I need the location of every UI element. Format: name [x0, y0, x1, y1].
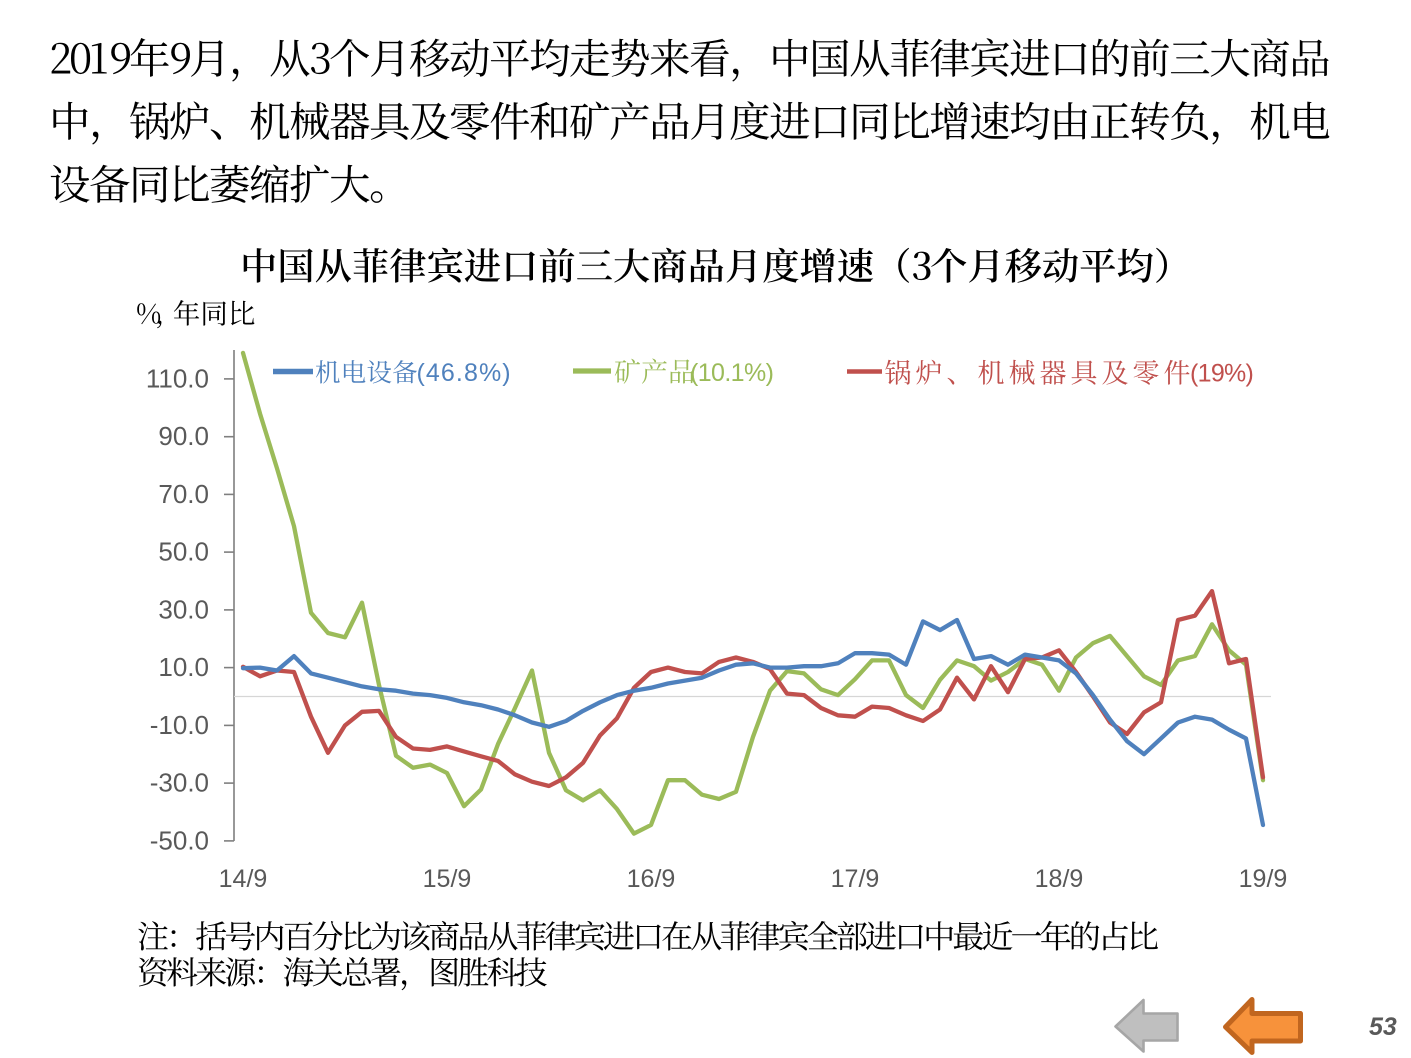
svg-text:90.0: 90.0 [158, 421, 209, 451]
svg-text:(46.8%): (46.8%) [417, 359, 512, 387]
svg-text:50.0: 50.0 [158, 537, 209, 567]
svg-text:(10.1%): (10.1%) [690, 359, 773, 387]
svg-text:18/9: 18/9 [1035, 865, 1084, 893]
svg-text:15/9: 15/9 [423, 865, 472, 893]
svg-text:70.0: 70.0 [158, 479, 209, 509]
svg-text:(19%): (19%) [1190, 360, 1253, 388]
svg-text:30.0: 30.0 [158, 594, 209, 624]
svg-text:19/9: 19/9 [1239, 865, 1288, 893]
svg-text:53: 53 [1369, 1013, 1397, 1041]
svg-text:16/9: 16/9 [627, 865, 676, 893]
svg-text:17/9: 17/9 [831, 865, 880, 893]
svg-text:110.0: 110.0 [146, 363, 209, 393]
svg-text:-10.0: -10.0 [150, 710, 209, 740]
svg-text:10.0: 10.0 [158, 652, 209, 682]
svg-text:-50.0: -50.0 [150, 825, 209, 855]
svg-text:-30.0: -30.0 [150, 768, 209, 798]
svg-text:14/9: 14/9 [219, 865, 268, 893]
